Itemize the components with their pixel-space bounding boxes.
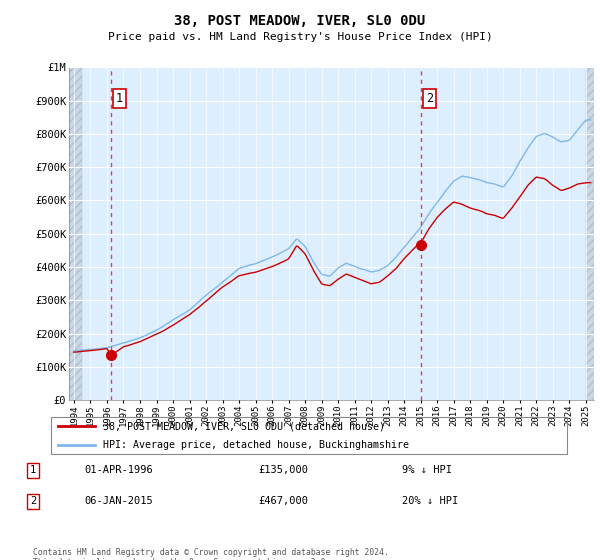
Polygon shape (69, 67, 82, 400)
Text: 01-APR-1996: 01-APR-1996 (84, 465, 153, 475)
Text: 2: 2 (30, 496, 36, 506)
Text: 1: 1 (30, 465, 36, 475)
Text: 2: 2 (426, 92, 433, 105)
Text: Contains HM Land Registry data © Crown copyright and database right 2024.
This d: Contains HM Land Registry data © Crown c… (33, 548, 389, 560)
Text: 20% ↓ HPI: 20% ↓ HPI (402, 496, 458, 506)
Text: 06-JAN-2015: 06-JAN-2015 (84, 496, 153, 506)
Text: 38, POST MEADOW, IVER, SL0 ODU (detached house): 38, POST MEADOW, IVER, SL0 ODU (detached… (103, 421, 385, 431)
Text: 9% ↓ HPI: 9% ↓ HPI (402, 465, 452, 475)
Text: Price paid vs. HM Land Registry's House Price Index (HPI): Price paid vs. HM Land Registry's House … (107, 32, 493, 43)
Text: HPI: Average price, detached house, Buckinghamshire: HPI: Average price, detached house, Buck… (103, 440, 409, 450)
Text: 1: 1 (116, 92, 123, 105)
Polygon shape (586, 67, 594, 400)
Text: £135,000: £135,000 (258, 465, 308, 475)
Text: £467,000: £467,000 (258, 496, 308, 506)
Text: 38, POST MEADOW, IVER, SL0 0DU: 38, POST MEADOW, IVER, SL0 0DU (175, 14, 425, 28)
